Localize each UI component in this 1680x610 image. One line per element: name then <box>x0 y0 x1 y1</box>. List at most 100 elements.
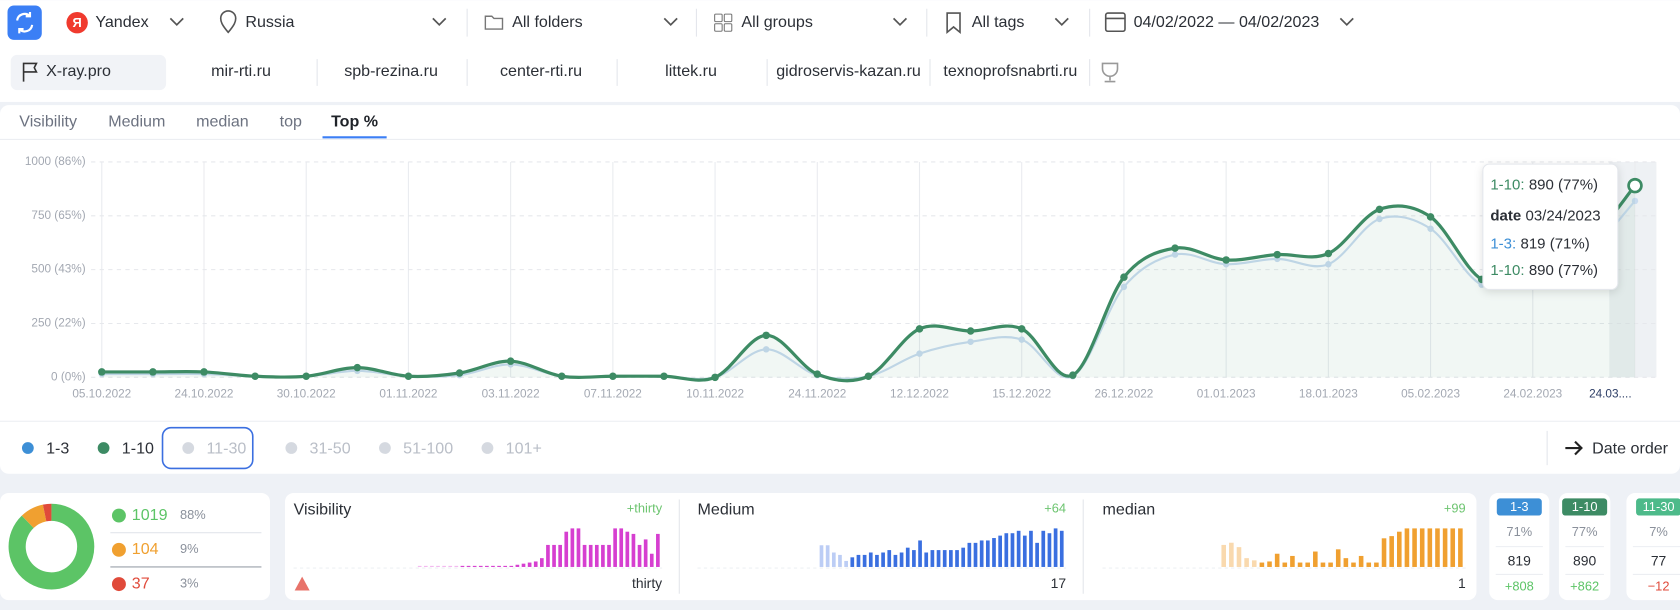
series-point <box>98 368 106 376</box>
mini-bar <box>899 552 904 567</box>
summary-share: 88% <box>180 507 206 522</box>
series-point <box>762 331 770 340</box>
legend-dot[interactable] <box>379 442 391 454</box>
mini-bar <box>472 565 477 567</box>
series-point <box>149 368 157 376</box>
series-line <box>101 184 1637 383</box>
domain-tab[interactable]: center-rti.ru <box>500 62 582 80</box>
mini-bar <box>1305 562 1310 567</box>
mini-bar <box>546 544 550 567</box>
mini-bar <box>552 544 556 567</box>
series-point <box>915 325 924 333</box>
engine-icon-letter: Я <box>73 15 82 30</box>
series-point <box>609 372 617 380</box>
mini-bar <box>1053 528 1058 567</box>
series-point <box>1171 244 1179 252</box>
x-tick-label: 05.10.2022 <box>72 388 131 401</box>
position-count: 819 <box>1508 552 1531 568</box>
mini-bar <box>918 540 922 567</box>
y-tick-label: 750 (65%) <box>31 209 85 222</box>
series-point <box>200 368 208 376</box>
date-range[interactable]: 04/02/2022 — 04/02/2023 <box>1134 13 1320 31</box>
series-point <box>966 327 975 335</box>
domain-tab[interactable]: littek.ru <box>665 62 717 80</box>
legend-label[interactable]: 11-30 <box>206 439 246 457</box>
legend-dot[interactable] <box>182 442 195 454</box>
mini-bar <box>656 533 660 567</box>
x-tick-label: 15.12.2022 <box>992 388 1051 401</box>
legend-focus <box>161 426 254 470</box>
legend-label[interactable]: 1-3 <box>46 439 69 457</box>
series-point <box>558 372 566 380</box>
legend-label[interactable]: 101+ <box>506 439 542 457</box>
legend-label[interactable]: 51-100 <box>403 439 453 457</box>
x-tick-label: 10.11.2022 <box>686 388 744 401</box>
mini-bar <box>1047 533 1052 567</box>
x-tick-label: 24.02.2023 <box>1503 388 1562 401</box>
mini-charts-card <box>285 493 1477 601</box>
sort-button[interactable]: Date order <box>1592 439 1669 457</box>
legend-label[interactable]: 31-50 <box>310 439 351 457</box>
legend-dot[interactable] <box>21 442 34 454</box>
mini-chart-change: +64 <box>1044 500 1066 515</box>
series-point <box>711 373 719 382</box>
mini-bar <box>1381 538 1387 567</box>
series-point <box>1069 371 1077 379</box>
mini-bar <box>637 544 642 567</box>
legend-dot[interactable] <box>285 442 298 454</box>
chart-panel <box>0 105 1680 474</box>
position-share: 71% <box>1506 524 1532 539</box>
series-point <box>762 346 770 353</box>
domain-tab[interactable]: spb-rezina.ru <box>344 62 438 80</box>
metric-tab[interactable]: Medium <box>108 113 165 131</box>
mini-bar <box>448 565 453 567</box>
metric-tab[interactable]: Top % <box>331 113 378 131</box>
engine-select[interactable]: Yandex <box>95 13 148 31</box>
legend-dot[interactable] <box>481 442 494 454</box>
legend-label[interactable]: 1-10 <box>122 439 154 457</box>
domain-tab[interactable]: mir-rti.ru <box>211 62 271 80</box>
y-tick-label: 1000 (86%) <box>25 155 86 168</box>
mini-bar <box>423 565 428 567</box>
mini-bar <box>881 552 885 567</box>
mini-bar <box>831 552 836 567</box>
groups-icon <box>723 23 733 32</box>
mini-bar <box>1059 530 1064 567</box>
groups-icon <box>723 13 733 23</box>
folders-select[interactable]: All folders <box>512 13 583 31</box>
metric-tab[interactable]: median <box>196 113 249 131</box>
mini-chart-change: +thirty <box>627 500 663 515</box>
domain-tab[interactable]: X-ray.pro <box>46 62 111 80</box>
mini-bar <box>460 565 465 567</box>
series-point <box>1427 225 1434 232</box>
mini-bar <box>649 553 654 567</box>
domain-tab[interactable]: texnoprofsnabrti.ru <box>943 62 1077 80</box>
tags-select[interactable]: All tags <box>972 13 1025 31</box>
flag-icon <box>22 62 38 82</box>
mini-bar <box>564 531 569 567</box>
region-select[interactable]: Russia <box>245 13 294 31</box>
legend-dot[interactable] <box>97 442 110 454</box>
mini-chart-current: thirty <box>632 575 662 591</box>
mini-bar <box>619 528 624 567</box>
y-tick-label: 0 (0%) <box>51 370 86 383</box>
position-badge-label: 11-30 <box>1643 499 1675 514</box>
groups-select[interactable]: All groups <box>741 13 812 31</box>
metric-tab[interactable]: Visibility <box>19 113 77 131</box>
mini-bar <box>625 531 630 567</box>
mini-bar <box>570 528 575 567</box>
mini-bar <box>1374 562 1379 567</box>
domain-tab[interactable]: gidroservis-kazan.ru <box>776 62 921 80</box>
groups-icon <box>714 23 723 32</box>
metric-tab[interactable]: top <box>280 113 302 131</box>
mini-bar <box>1343 558 1349 567</box>
engine-icon <box>66 11 88 34</box>
mini-bar <box>1419 528 1425 567</box>
position-change: +862 <box>1570 579 1599 594</box>
mini-bar <box>454 565 459 567</box>
series-point <box>506 357 515 365</box>
mini-bar <box>533 561 538 567</box>
refresh-button[interactable] <box>7 5 42 40</box>
